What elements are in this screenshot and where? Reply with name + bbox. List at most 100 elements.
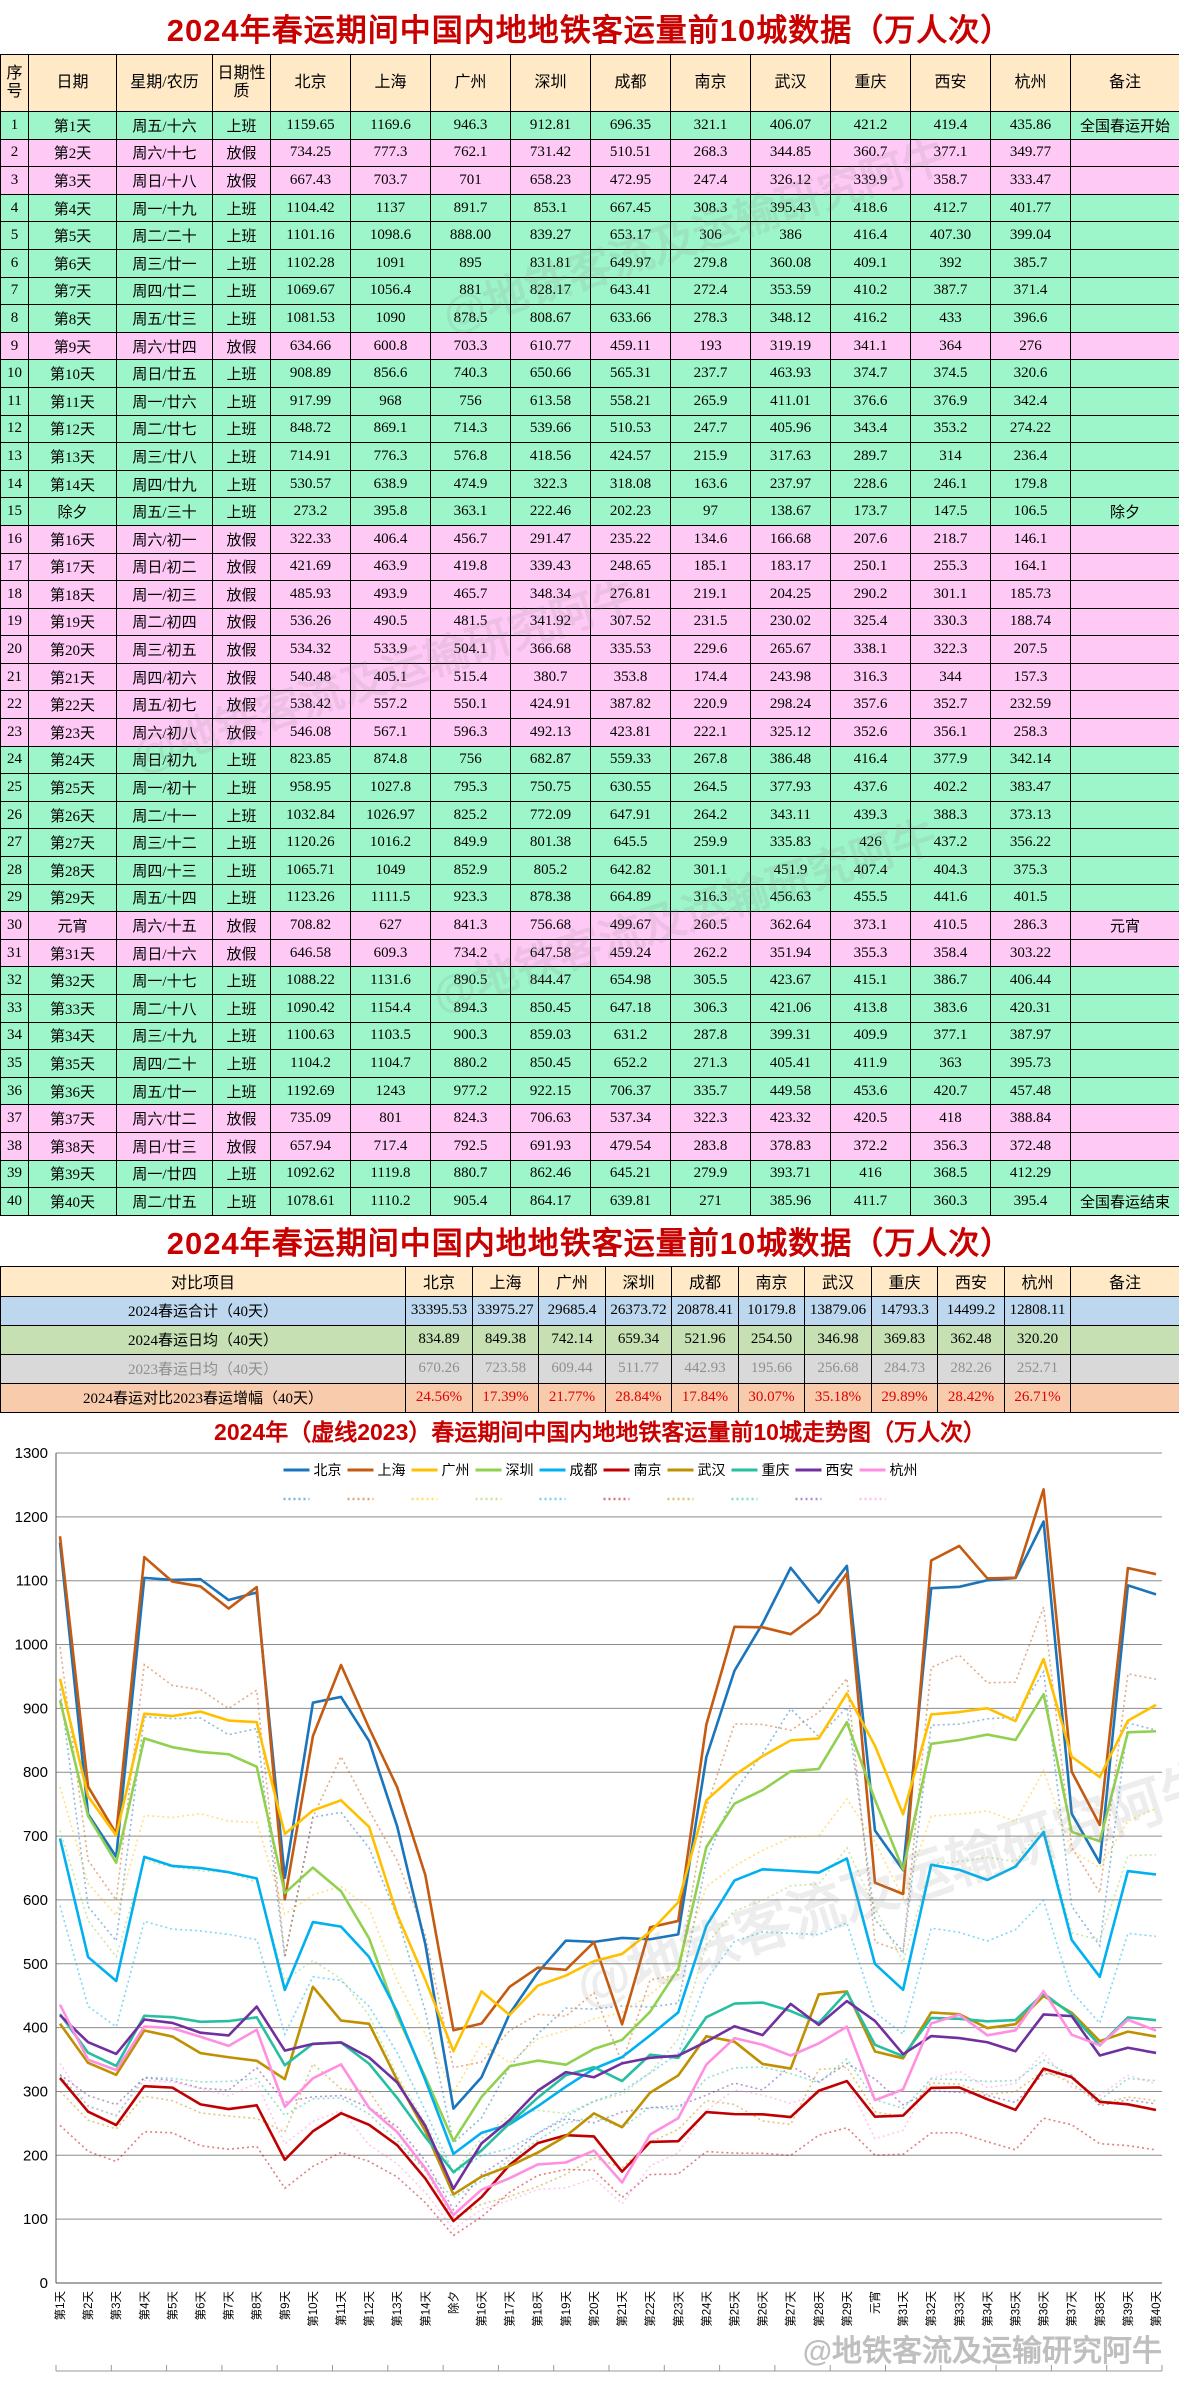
table-cell: 372.48 bbox=[990, 1131, 1071, 1161]
table-row: 15 除夕 周五/三十 上班 273.2 395.8 363.1 222.46 202.23 97… bbox=[0, 497, 1179, 526]
table-cell: 222.46 bbox=[510, 497, 591, 526]
table-cell: 377.93 bbox=[750, 773, 831, 802]
table-cell: 411.9 bbox=[830, 1049, 911, 1078]
summary-cell: 282.26 bbox=[937, 1353, 1005, 1384]
summary-cell: 33395.53 bbox=[405, 1295, 473, 1326]
table-cell: 565.31 bbox=[590, 359, 671, 388]
table-cell: 放假 bbox=[212, 911, 271, 940]
table-cell: 1104.2 bbox=[270, 1049, 351, 1078]
summary-cell: 26.71% bbox=[1004, 1382, 1071, 1413]
column-header: 日期性质 bbox=[212, 54, 271, 112]
table-cell: 856.6 bbox=[350, 359, 431, 388]
table-cell: 周四/二十 bbox=[116, 1049, 213, 1078]
table-cell: 第7天 bbox=[28, 276, 117, 306]
series-2023-广州 bbox=[59, 1768, 1157, 2095]
table-cell: 166.68 bbox=[750, 524, 831, 554]
table-cell: 1078.61 bbox=[270, 1187, 351, 1216]
table-cell: 322.3 bbox=[670, 1104, 751, 1133]
table-cell: 831.81 bbox=[510, 248, 591, 278]
series-2024-广州 bbox=[58, 1657, 1157, 2053]
table-cell: 634.66 bbox=[270, 331, 351, 361]
x-tick-label: 第31天 bbox=[896, 2290, 910, 2326]
table-cell: 852.9 bbox=[430, 856, 511, 885]
table-cell: 264.5 bbox=[670, 773, 751, 802]
table-cell: 第11天 bbox=[28, 386, 117, 416]
table-cell: 424.91 bbox=[510, 690, 591, 720]
table-cell bbox=[1070, 359, 1179, 388]
column-header: 成都 bbox=[671, 1265, 739, 1297]
table-cell: 第35天 bbox=[28, 1049, 117, 1078]
table-cell: 第19天 bbox=[28, 607, 117, 637]
table-cell: 335.83 bbox=[750, 828, 831, 858]
table-cell: 406.07 bbox=[750, 111, 831, 140]
x-tick-label: 第21天 bbox=[615, 2290, 629, 2326]
table-cell: 376.6 bbox=[830, 386, 911, 416]
table-cell: 1101.16 bbox=[270, 221, 351, 250]
summary-cell: 362.48 bbox=[937, 1324, 1005, 1355]
table-cell: 576.8 bbox=[430, 442, 511, 471]
table-cell bbox=[1070, 1159, 1179, 1189]
x-tick-label: 第12天 bbox=[362, 2290, 376, 2326]
table-cell: 405.1 bbox=[350, 662, 431, 692]
table-cell: 260.5 bbox=[670, 911, 751, 940]
summary-cell: 521.96 bbox=[671, 1324, 739, 1355]
summary-cell: 13879.06 bbox=[804, 1295, 872, 1326]
x-tick-label: 第18天 bbox=[531, 2290, 545, 2326]
table-cell: 13 bbox=[0, 442, 29, 471]
table-cell: 第28天 bbox=[28, 856, 117, 885]
legend-label-深圳: 深圳 bbox=[506, 1462, 534, 1478]
table-cell: 714.3 bbox=[430, 414, 511, 444]
table-cell: 395.4 bbox=[990, 1187, 1071, 1216]
table-cell bbox=[1070, 773, 1179, 802]
table-cell: 1016.2 bbox=[350, 828, 431, 858]
table-cell: 1100.63 bbox=[270, 1021, 351, 1051]
table-cell bbox=[1070, 1104, 1179, 1133]
table-cell: 周四/十三 bbox=[116, 856, 213, 885]
table-cell: 451.9 bbox=[750, 856, 831, 885]
table-cell: 上班 bbox=[212, 1187, 271, 1216]
table-cell: 周四/廿九 bbox=[116, 469, 213, 499]
table-cell: 268.3 bbox=[670, 138, 751, 168]
table-cell: 393.71 bbox=[750, 1159, 831, 1189]
summary-cell: 670.26 bbox=[405, 1353, 473, 1384]
table-row: 29 第29天 周五/十四 上班 1123.26 1111.5 923.3 878.38 664… bbox=[0, 883, 1179, 913]
table-cell: 435.86 bbox=[990, 111, 1071, 140]
table-cell: 387.97 bbox=[990, 1021, 1071, 1051]
table-cell: 363.1 bbox=[430, 497, 511, 526]
table-cell: 1119.8 bbox=[350, 1159, 431, 1189]
table-cell: 周六/十七 bbox=[116, 138, 213, 168]
chart-watermark: @地铁客流及运输研究阿牛 bbox=[803, 2334, 1162, 2368]
table-cell bbox=[1070, 1131, 1179, 1161]
table-cell: 630.55 bbox=[590, 773, 671, 802]
table-cell: 周二/初四 bbox=[116, 607, 213, 637]
table-cell: 490.5 bbox=[350, 607, 431, 637]
table-cell: 周五/三十 bbox=[116, 497, 213, 526]
y-tick-label: 100 bbox=[23, 2211, 48, 2228]
table-cell: 周二/二十 bbox=[116, 221, 213, 250]
table-cell: 215.9 bbox=[670, 442, 751, 471]
summary-cell: 834.89 bbox=[405, 1324, 473, 1355]
table-cell: 上班 bbox=[212, 828, 271, 858]
column-header: 深圳 bbox=[510, 54, 591, 112]
table-cell: 周六/初八 bbox=[116, 718, 213, 747]
table-cell bbox=[1070, 938, 1179, 968]
table-row: 12 第12天 周二/廿七 上班 848.72 869.1 714.3 539.66 510.5… bbox=[0, 414, 1179, 444]
table-cell: 375.3 bbox=[990, 856, 1071, 885]
table-row: 9 第9天 周六/廿四 放假 634.66 600.8 703.3 610.77 459.11 1… bbox=[0, 331, 1179, 361]
table-cell: 792.5 bbox=[430, 1131, 511, 1161]
table-cell: 342.4 bbox=[990, 386, 1071, 416]
table-cell: 894.3 bbox=[430, 994, 511, 1023]
table-cell: 649.97 bbox=[590, 248, 671, 278]
x-tick-label: 第29天 bbox=[840, 2290, 854, 2326]
table-cell: 306 bbox=[670, 221, 751, 250]
table-cell: 237.7 bbox=[670, 359, 751, 388]
table-cell: 510.51 bbox=[590, 138, 671, 168]
table-cell: 492.13 bbox=[510, 718, 591, 747]
table-cell: 134.6 bbox=[670, 524, 751, 554]
table-cell: 周一/十九 bbox=[116, 193, 213, 223]
table-cell: 351.94 bbox=[750, 938, 831, 968]
table-cell: 824.3 bbox=[430, 1104, 511, 1133]
table-cell: 395.43 bbox=[750, 193, 831, 223]
table-cell: 613.58 bbox=[510, 386, 591, 416]
table-cell: 元宵 bbox=[1070, 911, 1179, 940]
